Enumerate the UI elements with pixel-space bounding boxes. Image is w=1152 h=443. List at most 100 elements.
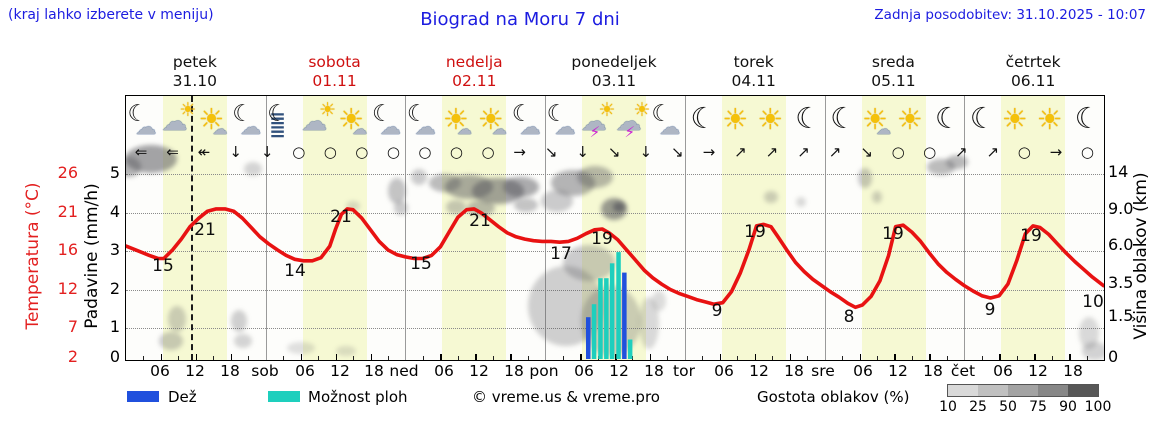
x-axis-tick	[230, 354, 233, 360]
sun-weather-icon: ☀	[895, 100, 929, 144]
x-axis-tick	[842, 356, 844, 360]
gradient-segment	[978, 385, 1008, 396]
x-axis-label: sre	[811, 362, 835, 380]
x-axis-tick	[213, 356, 215, 360]
temperature-tick-label: 7	[67, 317, 78, 336]
wind-barb: ○	[891, 143, 905, 161]
precipitation-tick-label: 3	[109, 240, 120, 259]
cloud-icon: ☁	[659, 115, 681, 139]
sun-cloud-weather-icon: ☀ ☁	[860, 100, 894, 144]
x-axis-tick	[318, 356, 320, 360]
shower-bar	[609, 263, 615, 359]
day-header-torek: torek 04.11	[731, 53, 776, 90]
rain-bar	[586, 317, 591, 359]
cloud-density-blob	[613, 202, 625, 212]
density-tick-label: 10	[939, 399, 957, 415]
cloud-icon: ☁	[615, 107, 642, 137]
density-tick-label: 25	[969, 399, 987, 415]
x-axis-tick	[143, 356, 145, 360]
x-axis-tick	[440, 354, 442, 360]
moon-icon: ☾	[1074, 101, 1101, 135]
x-axis-label: 18	[784, 362, 804, 380]
cloud-density-blob	[946, 155, 968, 169]
cloud-density-blob	[467, 200, 495, 216]
cloud-height-tick-label: 6.0	[1108, 235, 1134, 254]
cloud-icon: ☁	[519, 115, 541, 139]
cloud-density-blob	[287, 342, 315, 354]
sun-icon: ☀	[598, 99, 616, 121]
midnight-separator	[964, 96, 966, 360]
x-axis-tick	[562, 356, 564, 360]
fog-icon: ≡	[269, 119, 286, 143]
density-tick-label: 90	[1059, 399, 1077, 415]
sun-icon: ☀	[862, 102, 888, 136]
cloud-icon: ☁	[301, 107, 328, 137]
x-axis-tick	[737, 356, 739, 360]
day-header-sreda: sreda 05.11	[871, 53, 916, 90]
midnight-separator	[405, 96, 407, 360]
temperature-tick-label: 21	[57, 202, 78, 221]
x-axis-label: 06	[993, 362, 1013, 380]
x-axis-tick	[335, 354, 338, 360]
wind-barb: ○	[386, 143, 400, 161]
density-tick-label: 50	[999, 399, 1017, 415]
cloud-density-blob	[234, 334, 252, 348]
x-axis-tick	[353, 356, 355, 360]
cloud-icon: ☁	[554, 115, 576, 139]
x-axis-label: 06	[714, 362, 734, 380]
temperature-value-label: 19	[1020, 226, 1042, 246]
cloud-icon: ☁	[580, 107, 607, 137]
x-axis-tick	[195, 354, 198, 360]
x-axis-label: 18	[644, 362, 664, 380]
x-axis-label: 12	[749, 362, 769, 380]
moon-weather-icon: ☾	[965, 100, 999, 144]
shower-bar	[627, 339, 633, 359]
cloud-icon: ☁	[876, 120, 891, 138]
temperature-value-label: 10	[1082, 292, 1104, 312]
x-axis-tick	[929, 354, 931, 360]
cloud-density-blob	[231, 310, 247, 332]
density-tick-label: 75	[1029, 399, 1047, 415]
cloud-height-tick-label: 1.5	[1108, 306, 1134, 325]
cloud-density-blob	[336, 346, 356, 356]
cloud-density-blob	[394, 201, 408, 215]
midnight-separator	[545, 96, 547, 360]
x-axis-label: 06	[295, 362, 315, 380]
last-update-text: Zadnja posodobitev: 31.10.2025 - 10:07	[874, 7, 1146, 23]
meteogram-plot: 15 21 14 21 15 21 17 19 9 19 8 19 9 19 10 ☾ ☁ ☀ ☁ ☀ ☁ ☾ ☁ ≡ ☾ ≡ ☀ ☁…	[125, 95, 1105, 361]
sun-icon: ☀	[338, 102, 365, 136]
temperature-value-label: 15	[410, 254, 432, 274]
moon-icon: ☾	[546, 101, 568, 127]
wind-barb: ○	[1080, 143, 1094, 161]
gridline	[126, 251, 1104, 252]
day-header-sobota: sobota 01.11	[308, 53, 361, 90]
wind-barb: ⇐	[134, 143, 148, 161]
x-axis-label: 18	[923, 362, 943, 380]
x-axis-tick	[615, 354, 617, 360]
cloud-density-blob	[514, 198, 538, 212]
wind-barb: →	[1049, 143, 1063, 161]
cloud-density-blob	[528, 266, 604, 346]
day-header-row: petek 31.10 sobota 01.11 nedelja 02.11 ponedel…	[125, 53, 1103, 93]
copyright-link[interactable]: © vreme.us & vreme.pro	[472, 388, 660, 406]
gradient-segment	[1038, 385, 1068, 396]
midnight-separator	[684, 96, 686, 360]
wind-barb: ↗	[828, 143, 842, 161]
lightning-icon: ⚡	[624, 123, 636, 141]
shower-bar	[616, 252, 621, 359]
temperature-precipitation-svg	[126, 207, 1104, 359]
temperature-tick-label: 2	[67, 347, 78, 366]
midnight-separator	[265, 96, 267, 360]
moon-weather-icon: ☾	[930, 100, 964, 144]
day-header-nedelja: nedelja 02.11	[445, 53, 503, 90]
sun-weather-icon: ☀	[755, 100, 789, 144]
moon-icon: ☾	[690, 101, 717, 135]
cloud-density-blob	[764, 191, 778, 203]
temperature-value-label: 15	[152, 256, 174, 276]
midnight-separator	[824, 96, 826, 360]
x-axis-label: 06	[853, 362, 873, 380]
x-axis-tick	[492, 356, 494, 360]
cloud-density-blob	[411, 169, 427, 185]
moon-cloud-weather-icon: ☾ ☁	[406, 100, 440, 144]
cloud-height-tick-label: 0	[1108, 347, 1119, 366]
